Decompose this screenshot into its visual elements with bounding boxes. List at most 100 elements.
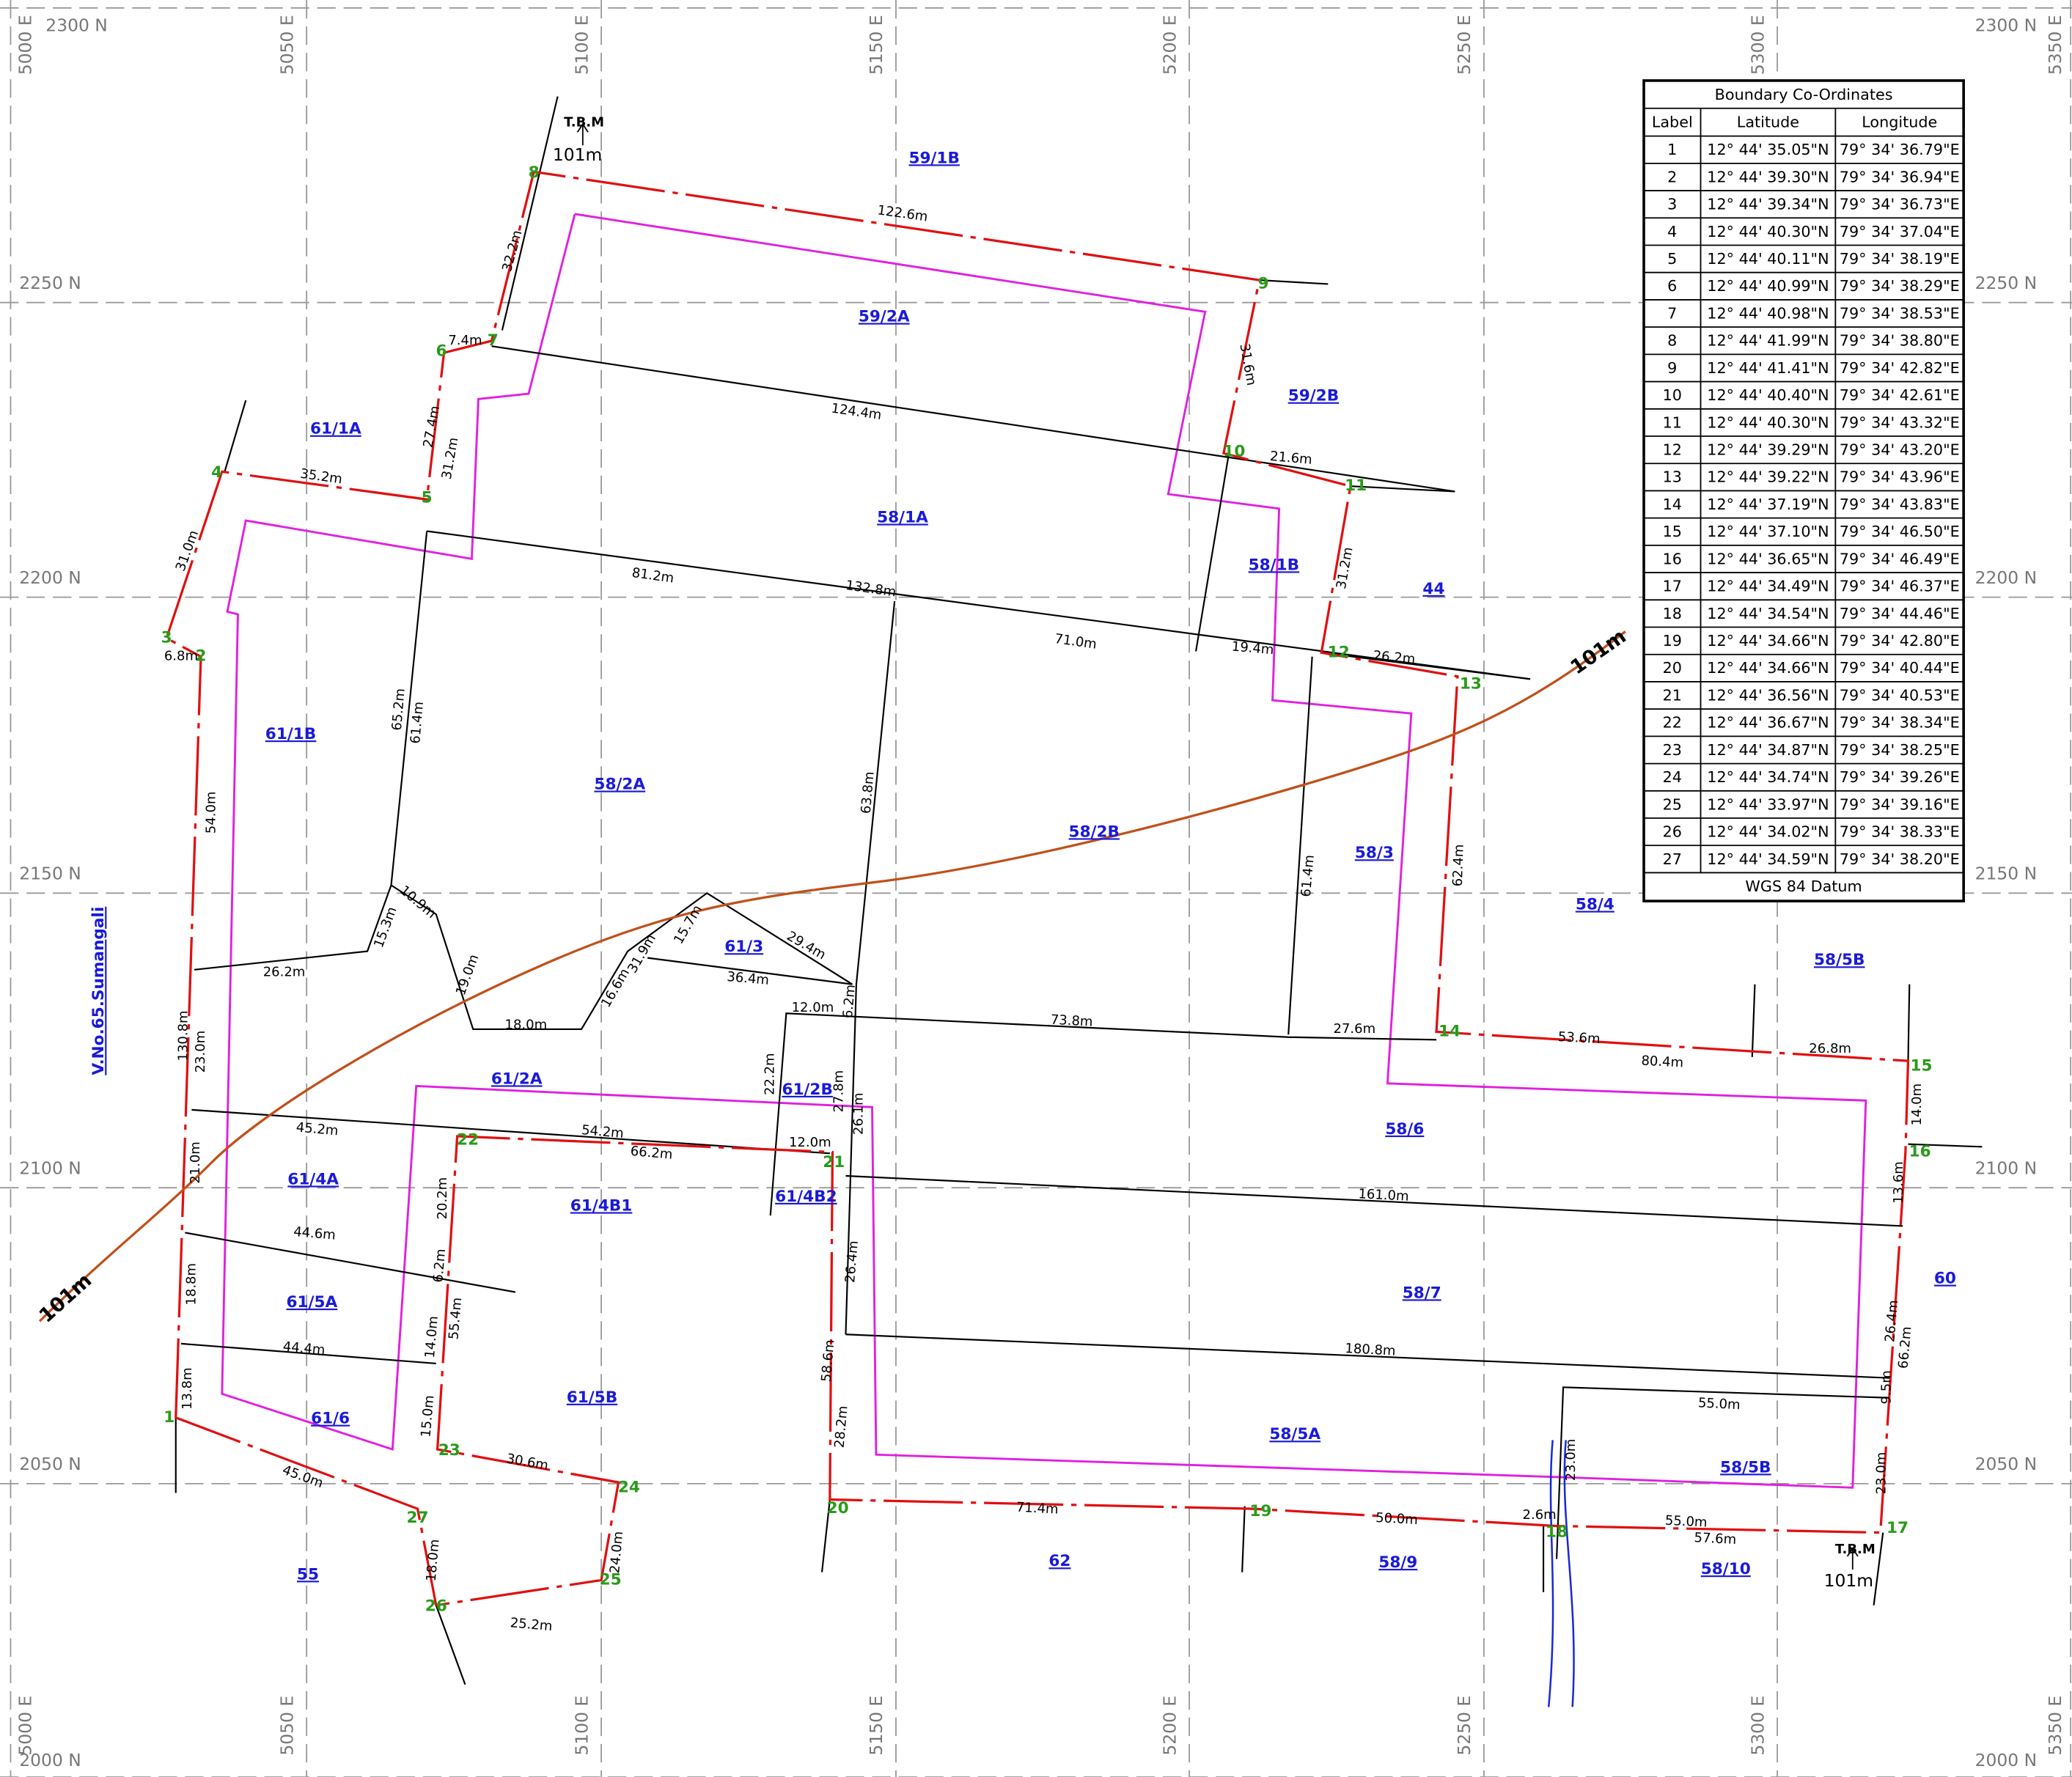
northing-label: 2150 N [1975, 864, 2038, 884]
dimension-label: 6.2m [430, 1248, 449, 1284]
parcel-label: 58/2B [1069, 823, 1120, 841]
parcel-label: 61/4A [287, 1170, 339, 1188]
table-cell: 79° 34' 43.83"E [1840, 496, 1960, 513]
table-cell: 25 [1663, 795, 1682, 813]
dimension-label: 23.0m [1873, 1452, 1889, 1495]
dimension-label: 12.0m [792, 1000, 834, 1015]
dimension-label: 23.0m [1563, 1439, 1579, 1482]
dimension-label: 55.4m [446, 1297, 465, 1340]
table-cell: 12° 44' 39.22"N [1707, 468, 1829, 486]
parcel-label: 59/2B [1288, 387, 1339, 405]
dimension-label: 62.4m [1450, 844, 1467, 886]
point-label: 5 [422, 488, 433, 507]
table-cell: 79° 34' 46.49"E [1840, 550, 1960, 567]
parcel-label: 60 [1934, 1270, 1956, 1288]
table-cell: 10 [1663, 386, 1682, 404]
dimension-label: 26.8m [1809, 1041, 1851, 1056]
dimension-label: 73.8m [1050, 1012, 1093, 1030]
table-cell: 9 [1667, 359, 1677, 377]
northing-label: 2200 N [1975, 567, 2038, 588]
table-cell: 17 [1663, 578, 1682, 595]
northing-label: 2250 N [1975, 273, 2038, 293]
dimension-label: 54.0m [203, 792, 218, 834]
easting-label: 5200 E [1159, 1696, 1180, 1756]
table-cell: 5 [1667, 250, 1677, 268]
table-cell: 8 [1667, 332, 1677, 350]
table-cell: 20 [1663, 659, 1682, 677]
point-label: 4 [211, 463, 222, 482]
table-cell: 26 [1663, 823, 1682, 841]
easting-label: 5050 E [276, 15, 297, 75]
table-cell: 16 [1663, 550, 1682, 567]
dimension-label: 22.2m [763, 1053, 778, 1095]
dimension-label: 66.2m [630, 1144, 673, 1163]
parcel-label: 61/1B [265, 725, 316, 743]
northing-label: 2100 N [1975, 1158, 2038, 1178]
dimension-label: 19.4m [1231, 639, 1274, 658]
easting-label: 5150 E [866, 1696, 886, 1756]
table-cell: 12° 44' 39.29"N [1707, 441, 1829, 459]
dimension-label: 36.4m [727, 969, 770, 988]
easting-label: 5150 E [866, 15, 886, 75]
parcel-label: 61/5B [567, 1388, 617, 1407]
point-label: 25 [600, 1570, 622, 1589]
table-cell: 12° 44' 39.30"N [1707, 168, 1829, 185]
dimension-label: 71.4m [1015, 1500, 1059, 1517]
dimension-label: 55.0m [1664, 1513, 1708, 1531]
benchmark-level: 101m [553, 144, 602, 165]
dimension-label: 27.8m [831, 1070, 846, 1113]
table-cell: 79° 34' 38.19"E [1840, 250, 1960, 268]
table-cell: 79° 34' 38.33"E [1840, 823, 1960, 841]
parcel-label: 61/5A [287, 1293, 338, 1311]
table-cell: 79° 34' 40.44"E [1840, 659, 1960, 677]
dimension-label: 21.0m [188, 1141, 203, 1184]
point-label: 1 [164, 1408, 174, 1427]
parcel-label: 59/2A [859, 308, 910, 326]
dimension-label: 61.4m [408, 701, 427, 744]
dimension-label: 13.8m [180, 1367, 195, 1410]
table-cell: 12° 44' 34.74"N [1707, 768, 1829, 786]
table-cell: 4 [1667, 223, 1677, 240]
table-cell: 79° 34' 36.79"E [1840, 141, 1960, 158]
dimension-label: 14.0m [1909, 1084, 1925, 1126]
inner-boundary [221, 213, 1867, 1489]
point-label: 8 [529, 163, 540, 182]
table-cell: 12° 44' 41.99"N [1707, 332, 1829, 350]
table-cell: 12° 44' 35.05"N [1707, 141, 1829, 158]
dimension-label: 26.2m [1373, 648, 1416, 667]
parcel-label: 58/3 [1355, 844, 1394, 862]
point-label: 27 [407, 1509, 429, 1527]
dimension-label: 25.2m [510, 1615, 553, 1634]
table-cell: 12° 44' 33.97"N [1707, 795, 1829, 813]
easting-label: 5200 E [1159, 15, 1180, 75]
easting-label: 5350 E [2045, 15, 2065, 75]
northing-label: 2200 N [19, 567, 81, 588]
point-label: 21 [823, 1153, 845, 1171]
table-column-header: Latitude [1737, 114, 1799, 131]
point-label: 16 [1909, 1143, 1931, 1161]
table-cell: 79° 34' 38.20"E [1840, 850, 1960, 868]
table-cell: 79° 34' 38.53"E [1840, 304, 1960, 322]
table-cell: 12° 44' 40.30"N [1707, 413, 1829, 431]
dimension-label: 45.2m [295, 1119, 339, 1138]
table-cell: 12° 44' 37.10"N [1707, 523, 1829, 540]
benchmark-name: T.B.M [564, 115, 604, 130]
table-cell: 22 [1663, 714, 1682, 732]
parcel-label: 59/1B [908, 149, 959, 167]
dimension-label: 26.4m [842, 1240, 862, 1283]
table-cell: 79° 34' 46.50"E [1840, 523, 1960, 540]
dimension-label: 44.4m [282, 1339, 326, 1358]
table-cell: 1 [1667, 141, 1677, 158]
parcel-label: 58/5B [1814, 951, 1865, 969]
table-cell: 23 [1663, 741, 1682, 759]
dimension-label: 20.2m [435, 1177, 450, 1220]
parcel-label: 61/2B [782, 1081, 832, 1099]
dimension-label: 12.0m [789, 1135, 831, 1150]
easting-label: 5250 E [1454, 15, 1474, 75]
point-label: 22 [457, 1130, 479, 1149]
table-cell: 12° 44' 40.98"N [1707, 304, 1829, 322]
dimension-label: 7.4m [448, 333, 482, 348]
parcel-label: 61/1A [310, 420, 361, 438]
table-title: Boundary Co-Ordinates [1715, 86, 1893, 103]
easting-label: 5300 E [1747, 1696, 1768, 1756]
